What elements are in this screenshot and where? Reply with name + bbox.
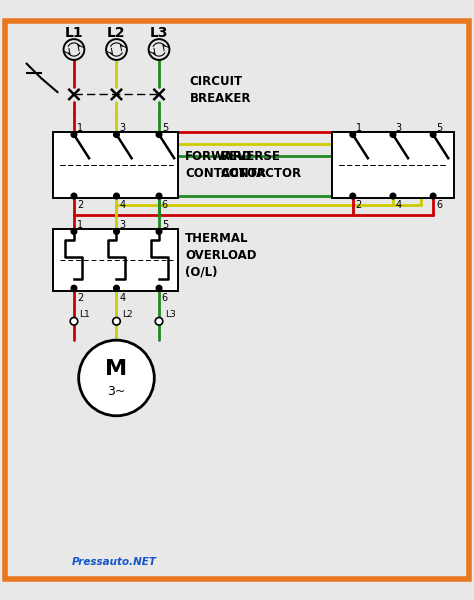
Text: 6: 6 [162, 293, 168, 302]
Text: 4: 4 [119, 200, 126, 211]
Text: 5: 5 [436, 124, 442, 133]
Circle shape [390, 193, 396, 199]
Circle shape [106, 39, 127, 60]
Circle shape [71, 286, 77, 291]
Circle shape [64, 39, 84, 60]
Circle shape [71, 193, 77, 199]
Text: REVERSE
CONTACTOR: REVERSE CONTACTOR [220, 151, 301, 181]
Text: FORWARD
CONTACTOR: FORWARD CONTACTOR [185, 151, 266, 181]
Text: 3~: 3~ [107, 385, 126, 398]
Text: M: M [105, 359, 128, 379]
Text: 4: 4 [396, 200, 402, 211]
Circle shape [430, 132, 436, 137]
Circle shape [114, 193, 119, 199]
Text: L3: L3 [164, 310, 175, 319]
Circle shape [79, 340, 155, 416]
Text: 6: 6 [436, 200, 442, 211]
Text: L2: L2 [122, 310, 133, 319]
Circle shape [71, 132, 77, 137]
Circle shape [156, 132, 162, 137]
Circle shape [114, 229, 119, 235]
Circle shape [156, 229, 162, 235]
Text: CIRCUIT
BREAKER: CIRCUIT BREAKER [190, 74, 251, 104]
Text: 2: 2 [356, 200, 362, 211]
Circle shape [350, 193, 356, 199]
Text: 6: 6 [162, 200, 168, 211]
Circle shape [71, 229, 77, 235]
Circle shape [70, 317, 78, 325]
Text: 3: 3 [119, 220, 126, 230]
Text: 5: 5 [162, 124, 168, 133]
Bar [53, 229, 178, 290]
Circle shape [430, 193, 436, 199]
Text: 3: 3 [119, 124, 126, 133]
Circle shape [149, 39, 169, 60]
Text: L2: L2 [107, 26, 126, 40]
Circle shape [156, 286, 162, 291]
Text: L1: L1 [80, 310, 91, 319]
Bar [331, 132, 455, 199]
Bar [53, 132, 178, 199]
Text: 3: 3 [396, 124, 402, 133]
Text: 1: 1 [356, 124, 362, 133]
Text: 1: 1 [77, 220, 83, 230]
Text: L3: L3 [150, 26, 168, 40]
Text: THERMAL
OVERLOAD
(O/L): THERMAL OVERLOAD (O/L) [185, 232, 256, 278]
Circle shape [113, 317, 120, 325]
Text: 1: 1 [77, 124, 83, 133]
Circle shape [155, 317, 163, 325]
Circle shape [114, 132, 119, 137]
Circle shape [390, 132, 396, 137]
Text: 2: 2 [77, 293, 83, 302]
Circle shape [350, 132, 356, 137]
Circle shape [114, 286, 119, 291]
Text: 5: 5 [162, 220, 168, 230]
Circle shape [156, 193, 162, 199]
Text: 4: 4 [119, 293, 126, 302]
Text: 2: 2 [77, 200, 83, 211]
Text: Pressauto.NET: Pressauto.NET [72, 557, 156, 567]
Text: L1: L1 [64, 26, 83, 40]
